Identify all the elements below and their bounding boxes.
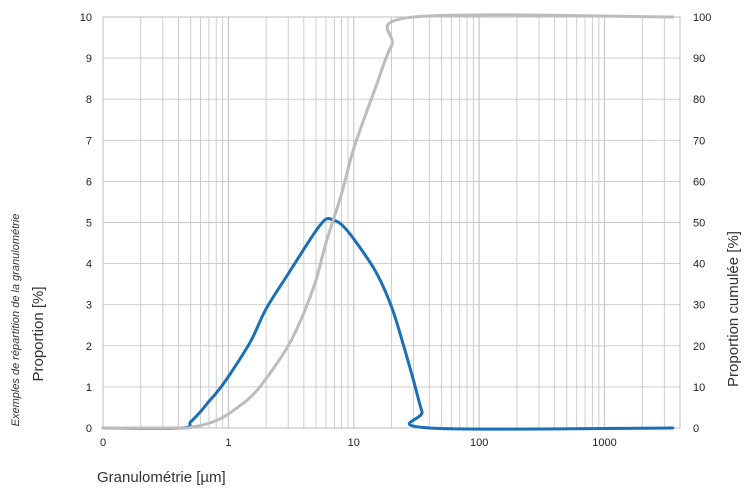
y-tick-label: 7 [86, 135, 92, 147]
y2-tick-label: 30 [693, 300, 705, 312]
y-tick-label: 6 [86, 176, 92, 188]
y2-axis-label: Proportion cumulée [%] [725, 231, 742, 387]
plot-frame [102, 16, 681, 429]
y2-tick-label: 10 [693, 382, 705, 394]
series-line-proportion [101, 217, 675, 431]
y-tick-label: 0 [86, 423, 92, 435]
y-tick-label: 1 [86, 382, 92, 394]
y2-tick-label: 20 [693, 341, 705, 353]
y2-tick-label: 90 [693, 53, 705, 65]
y-tick-label: 5 [86, 218, 92, 230]
series-line-cumulative [101, 13, 675, 430]
y-tick-label: 3 [86, 300, 92, 312]
y2-tick-label: 80 [693, 94, 705, 106]
y-tick-label: 10 [80, 12, 92, 24]
side-note: Exemples de répartition de la granulomét… [10, 214, 22, 427]
y-tick-label: 4 [86, 259, 92, 271]
y2-tick-label: 50 [693, 218, 705, 230]
y2-tick-label: 100 [693, 12, 711, 24]
x-tick-label: 10 [348, 437, 360, 449]
y-tick-label: 8 [86, 94, 92, 106]
data-series [101, 13, 675, 431]
y2-tick-label: 60 [693, 176, 705, 188]
y2-tick-label: 0 [693, 423, 699, 435]
x-tick-label: 100 [470, 437, 488, 449]
y-tick-label: 2 [86, 341, 92, 353]
y2-tick-label: 40 [693, 259, 705, 271]
y-axis-label: Proportion [%] [30, 286, 47, 381]
x-tick-label: 0 [100, 437, 106, 449]
grid-lines [103, 17, 681, 428]
x-tick-label: 1000 [592, 437, 616, 449]
y-tick-label: 9 [86, 53, 92, 65]
y2-tick-label: 70 [693, 135, 705, 147]
x-axis-label: Granulométrie [µm] [97, 469, 226, 486]
x-tick-label: 1 [225, 437, 231, 449]
